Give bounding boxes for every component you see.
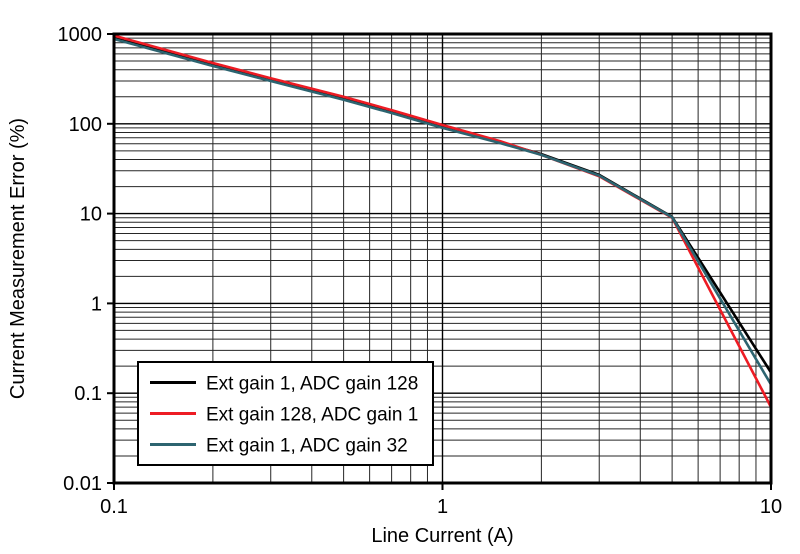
y-tick-label: 0.01 [63, 473, 102, 495]
legend-label-2: Ext gain 1, ADC gain 32 [206, 436, 408, 457]
legend-label-0: Ext gain 1, ADC gain 128 [206, 374, 418, 395]
y-tick-label: 10 [80, 204, 102, 226]
series-line-2 [112, 37, 773, 386]
x-tick-label: 0.1 [100, 496, 128, 518]
y-tick-label: 1000 [58, 24, 103, 46]
y-tick-label: 100 [69, 114, 102, 136]
y-tick-label: 0.1 [74, 383, 102, 405]
legend: Ext gain 1, ADC gain 128 Ext gain 128, AD… [137, 361, 434, 466]
x-axis-title: Line Current (A) [371, 525, 513, 547]
y-tick-label: 1 [91, 293, 102, 315]
legend-label-1: Ext gain 128, ADC gain 1 [206, 405, 418, 426]
x-tick-label: 1 [437, 496, 448, 518]
y-axis-title: Current Measurement Error (%) [7, 118, 29, 399]
x-tick-label: 10 [760, 496, 782, 518]
